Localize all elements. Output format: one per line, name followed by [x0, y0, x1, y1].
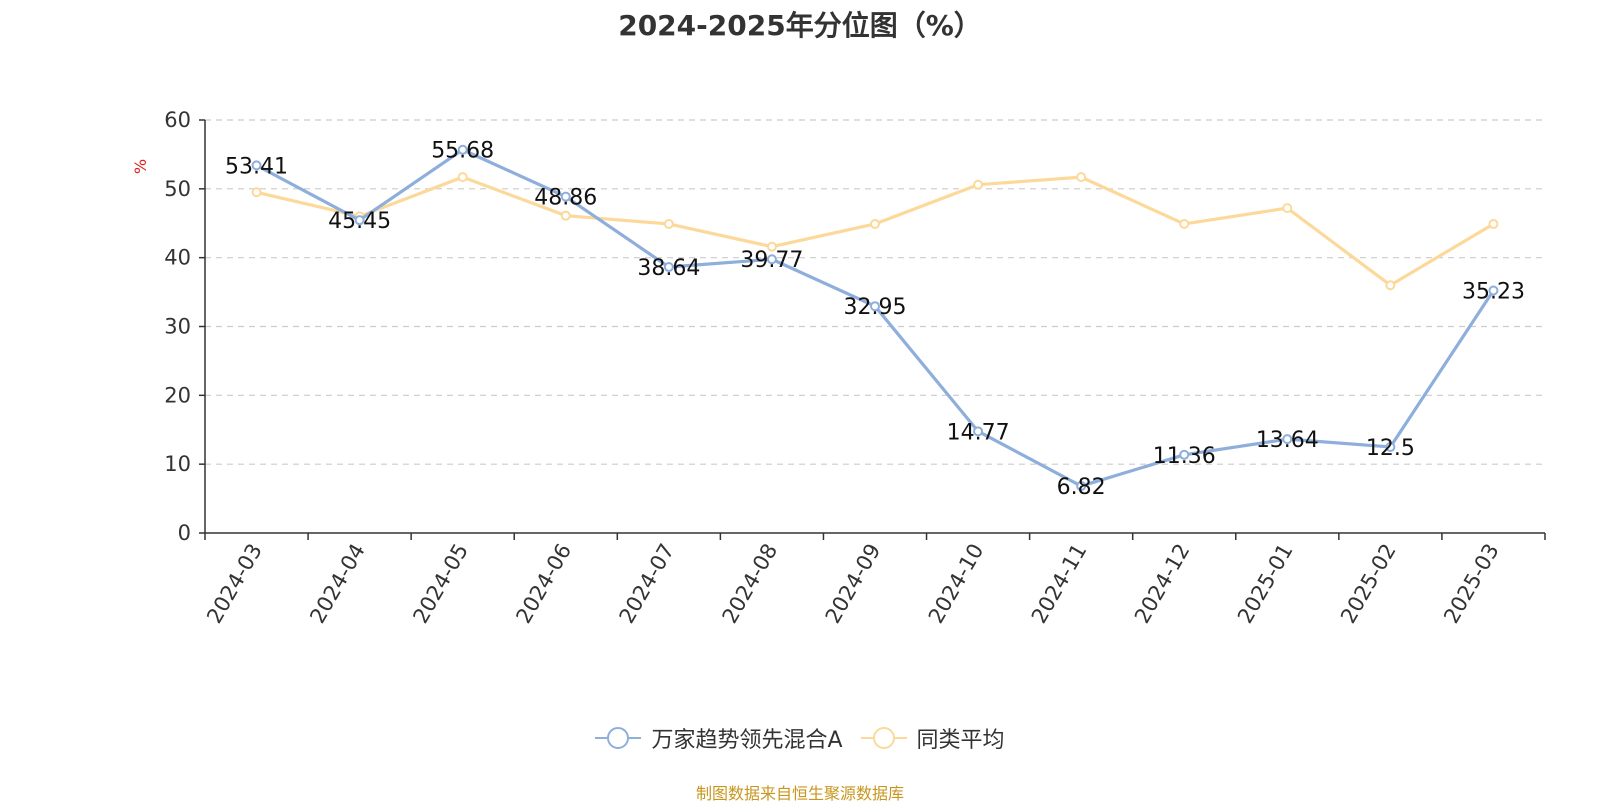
y-tick-label: 60 — [164, 108, 191, 132]
data-point-fund — [663, 262, 674, 273]
data-point-fund — [457, 144, 468, 155]
data-point-average — [870, 218, 880, 229]
legend-label-fund: 万家趋势领先混合A — [651, 728, 843, 753]
y-tick-label: 20 — [164, 383, 191, 407]
data-point-fund — [1385, 441, 1396, 452]
x-tick-label: 2024-09 — [821, 540, 886, 628]
legend-item-fund[interactable]: 万家趋势领先混合A — [595, 722, 843, 754]
y-tick-label: 50 — [164, 177, 191, 201]
x-tick-label: 2024-12 — [1130, 540, 1195, 628]
x-tick-label: 2024-11 — [1027, 540, 1092, 628]
legend-marker-average — [860, 726, 907, 750]
legend-label-average: 同类平均 — [916, 728, 1005, 753]
data-point-average — [560, 210, 571, 221]
data-label-fund: 11.36 — [1153, 444, 1216, 469]
data-label-fund: 45.45 — [328, 209, 391, 234]
data-label-fund: 14.77 — [947, 420, 1010, 445]
data-label-fund: 48.86 — [534, 186, 597, 211]
x-tick-label: 2025-01 — [1233, 540, 1298, 628]
data-point-average — [457, 172, 468, 183]
y-axis-label: % — [131, 159, 150, 174]
x-tick-label: 2024-10 — [924, 540, 989, 628]
data-label-fund: 38.64 — [637, 256, 700, 281]
data-point-fund — [1076, 481, 1087, 492]
data-point-average — [1179, 218, 1190, 229]
y-tick-label: 10 — [164, 452, 191, 476]
legend-marker-fund — [595, 726, 642, 750]
data-point-average — [973, 179, 984, 190]
data-point-fund — [766, 254, 777, 265]
data-point-fund — [354, 215, 365, 226]
data-point-fund — [870, 301, 880, 312]
data-label-fund: 12.5 — [1366, 436, 1415, 461]
data-point-average — [1385, 280, 1396, 291]
x-tick-label: 2024-06 — [511, 540, 576, 628]
line-chart: 0 10 20 30 40 50 60% 2024-03 2024-04 2024-05 2024-… — [131, 108, 1546, 628]
x-tick-label: 2024-08 — [718, 540, 783, 628]
legend-item-average[interactable]: 同类平均 — [860, 722, 1005, 754]
data-label-fund: 53.41 — [225, 154, 288, 179]
data-point-fund — [1282, 434, 1293, 445]
x-tick-label: 2024-04 — [305, 540, 370, 628]
data-point-average — [1488, 218, 1499, 229]
data-label-fund: 13.64 — [1256, 428, 1319, 453]
data-label-fund: 55.68 — [431, 139, 494, 164]
data-label-fund: 32.95 — [844, 295, 907, 320]
data-point-fund — [973, 426, 984, 437]
y-tick-label: 30 — [164, 315, 191, 339]
chart-legend: 万家趋势领先混合A 同类平均 — [0, 722, 1600, 754]
data-source-note: 制图数据来自恒生聚源数据库 — [695, 784, 904, 803]
data-point-average — [251, 187, 262, 198]
data-label-fund: 39.77 — [740, 248, 803, 273]
series-line-average — [256, 175, 1495, 287]
data-point-average — [663, 218, 674, 229]
data-point-fund — [1179, 449, 1190, 460]
y-tick-label: 40 — [164, 246, 191, 270]
x-tick-label: 2025-02 — [1336, 540, 1401, 628]
data-point-average — [1282, 203, 1293, 214]
x-tick-label: 2024-03 — [202, 540, 267, 628]
data-point-fund — [560, 191, 571, 202]
data-label-fund: 6.82 — [1057, 475, 1106, 500]
y-tick-label: 0 — [178, 521, 191, 545]
x-tick-label: 2024-07 — [615, 540, 680, 628]
data-point-average — [766, 241, 777, 252]
data-point-fund — [251, 160, 262, 171]
x-tick-label: 2024-05 — [408, 540, 473, 628]
data-label-fund: 35.23 — [1462, 280, 1525, 305]
data-point-fund — [1488, 285, 1499, 296]
x-tick-label: 2025-03 — [1439, 540, 1504, 628]
data-point-average — [1076, 172, 1087, 183]
chart-title: 2024-2025年分位图（%） — [618, 9, 982, 42]
